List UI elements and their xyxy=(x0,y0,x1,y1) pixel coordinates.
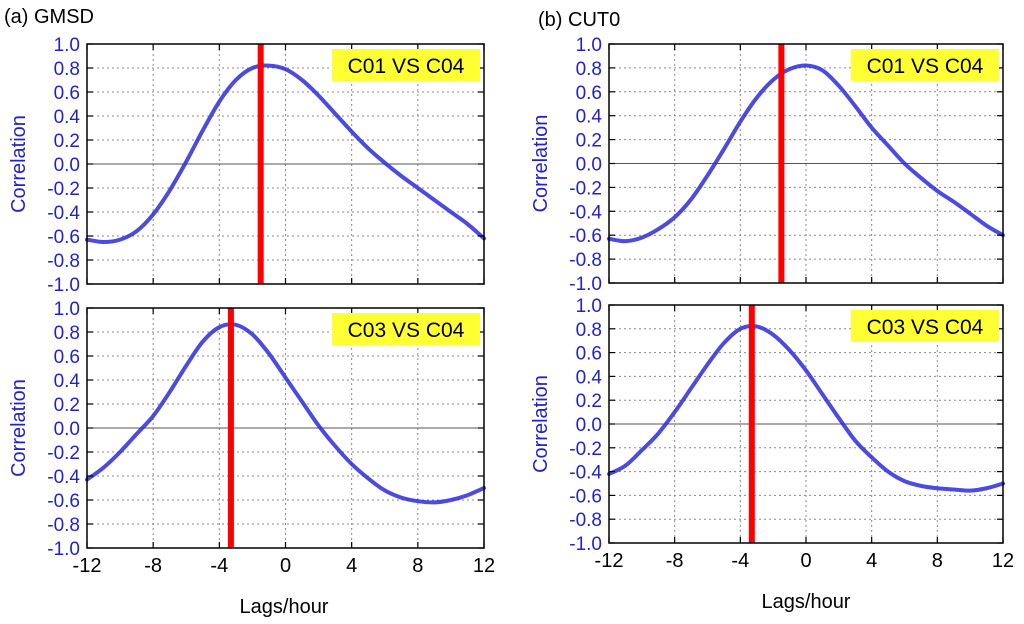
y-tick-label: -1.0 xyxy=(47,539,80,560)
y-axis-label: Correlation xyxy=(8,379,30,477)
y-axis-label: Correlation xyxy=(530,115,552,213)
y-tick-label: 0.6 xyxy=(54,83,80,104)
y-tick-label: 0.2 xyxy=(576,131,602,152)
comparison-tag: C03 VS C04 xyxy=(867,316,984,339)
y-tick-label: 0.0 xyxy=(576,155,602,176)
y-tick-label: 0.0 xyxy=(54,419,80,440)
y-tick-label: -0.2 xyxy=(47,443,80,464)
y-tick-label: -0.4 xyxy=(47,203,80,224)
y-tick-label: -0.2 xyxy=(569,439,602,460)
y-tick-label: 1.0 xyxy=(576,296,602,317)
comparison-tag-bg xyxy=(851,310,999,342)
y-tick-label: 1.0 xyxy=(54,299,80,320)
comparison-tag: C03 VS C04 xyxy=(348,319,465,342)
y-tick-label: -0.6 xyxy=(569,486,602,507)
y-tick-label: -1.0 xyxy=(47,275,80,296)
x-tick-label: -8 xyxy=(144,555,162,577)
y-tick-label: 0.2 xyxy=(576,391,602,412)
y-tick-label: -1.0 xyxy=(569,534,602,555)
y-tick-label: -0.4 xyxy=(569,202,602,223)
series-line-correlation xyxy=(85,322,486,505)
panel-label-b: (b) CUT0 xyxy=(538,9,620,31)
y-axis-label: Correlation xyxy=(530,375,552,473)
series-line-correlation xyxy=(607,63,1005,244)
y-tick-label: 0.6 xyxy=(576,83,602,104)
y-tick-label: 0.6 xyxy=(54,347,80,368)
x-tick-label: 12 xyxy=(473,555,495,577)
x-tick-label: -12 xyxy=(595,550,624,572)
x-tick-label: 4 xyxy=(866,550,877,572)
x-tick-label: -4 xyxy=(731,550,749,572)
x-tick-label: 4 xyxy=(346,555,357,577)
chart-cut0-c03-vs-c04: -1.0 -0.8 -0.6-0.4 -0.2 0.0 0.2 0.40.6 0.8 1.0 -1… xyxy=(530,296,1014,572)
y-tick-label: -0.6 xyxy=(47,491,80,512)
y-tick-label: -0.8 xyxy=(47,251,80,272)
x-tick-label: 12 xyxy=(992,550,1014,572)
y-tick-label: 0.8 xyxy=(54,59,80,80)
y-tick-label: 0.8 xyxy=(576,320,602,341)
y-tick-label: -0.2 xyxy=(47,179,80,200)
y-tick-label: 0.8 xyxy=(54,323,80,344)
x-tick-label: 8 xyxy=(412,555,423,577)
y-tick-label: -0.2 xyxy=(569,178,602,199)
y-tick-label: -0.4 xyxy=(47,467,80,488)
y-tick-label: 0.6 xyxy=(576,344,602,365)
series-line-correlation xyxy=(607,323,1005,493)
series-line-correlation xyxy=(85,63,486,244)
y-tick-label: 0.4 xyxy=(576,107,603,128)
x-tick-label: 8 xyxy=(932,550,943,572)
y-tick-label: -0.8 xyxy=(47,515,80,536)
x-tick-label: -4 xyxy=(210,555,228,577)
x-tick-label: -12 xyxy=(73,555,102,577)
panel-label-a: (a) GMSD xyxy=(4,6,94,28)
comparison-tag: C01 VS C04 xyxy=(867,55,984,78)
y-tick-label: 0.0 xyxy=(576,415,602,436)
comparison-tag: C01 VS C04 xyxy=(348,55,465,78)
comparison-tag-bg xyxy=(851,49,999,81)
y-tick-label: 0.2 xyxy=(54,131,80,152)
y-tick-label: -0.8 xyxy=(569,510,602,531)
y-tick-label: 0.4 xyxy=(576,367,603,388)
y-tick-label: -0.8 xyxy=(569,250,602,271)
comparison-tag-bg xyxy=(332,49,480,81)
y-axis-label: Correlation xyxy=(8,115,30,213)
x-axis-label-b: Lags/hour xyxy=(762,591,851,613)
y-tick-label: 0.4 xyxy=(54,371,81,392)
x-tick-label: 0 xyxy=(800,550,811,572)
x-tick-label: -8 xyxy=(666,550,684,572)
y-tick-label: 0.4 xyxy=(54,107,81,128)
y-tick-label: -0.6 xyxy=(569,226,602,247)
y-tick-label: 1.0 xyxy=(576,35,602,56)
y-tick-label: 0.0 xyxy=(54,155,80,176)
x-tick-label: 0 xyxy=(280,555,291,577)
y-tick-label: 0.8 xyxy=(576,59,602,80)
y-tick-label: -0.6 xyxy=(47,227,80,248)
y-tick-label: 1.0 xyxy=(54,35,80,56)
x-axis-label-a: Lags/hour xyxy=(240,596,329,618)
y-tick-label: -1.0 xyxy=(569,274,602,295)
chart-cut0-c01-vs-c04: -1.0 -0.8 -0.6 -0.4 -0.20.0 0.2 0.4 0.6 0.8 1.0 Co… xyxy=(530,35,1005,295)
y-tick-label: 0.2 xyxy=(54,395,80,416)
y-tick-label: -0.4 xyxy=(569,463,602,484)
chart-gmsd-c01-vs-c04: -1.0 -0.8 -0.6 -0.4 -0.2 0.0 0.2 0.4 0.6 0.8 1.0 Co… xyxy=(8,35,486,296)
chart-gmsd-c03-vs-c04: -1.0 -0.8 -0.6 -0.4 -0.2 0.0 0.2 0.4 0.6 0.8 1.0 -1… xyxy=(8,299,495,577)
comparison-tag-bg xyxy=(332,313,480,345)
